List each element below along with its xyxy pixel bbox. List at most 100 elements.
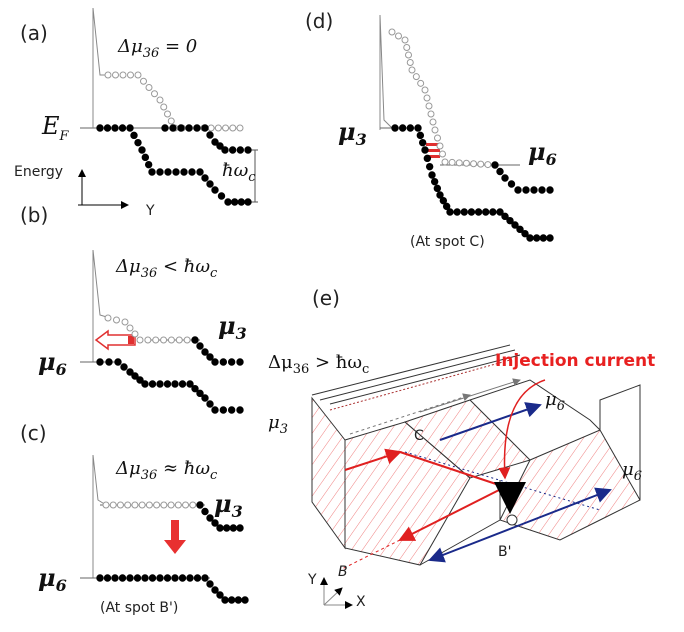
- filled-state: [181, 169, 187, 175]
- filled-state: [207, 132, 213, 138]
- mu3-label: μ3: [214, 489, 243, 521]
- gap-label: ħωc: [222, 160, 256, 185]
- empty-state: [165, 111, 171, 117]
- panel-label: (d): [305, 9, 333, 33]
- empty-state: [128, 72, 134, 78]
- filled-state: [228, 359, 234, 365]
- filled-state: [149, 169, 155, 175]
- panel-label: (e): [312, 286, 340, 310]
- condition: Δμ36 > ħωc: [268, 352, 369, 377]
- empty-state: [152, 91, 158, 97]
- empty-state: [146, 85, 152, 91]
- filled-state: [228, 407, 234, 413]
- empty-state: [120, 72, 126, 78]
- filled-state: [237, 525, 243, 531]
- empty-state: [137, 337, 143, 343]
- filled-state: [164, 575, 170, 581]
- empty-state: [471, 161, 477, 167]
- subscript: c: [248, 170, 256, 185]
- empty-state: [132, 331, 138, 337]
- surface: [312, 398, 345, 548]
- empty-state: [168, 502, 174, 508]
- filled-state: [237, 147, 243, 153]
- filled-state: [431, 178, 437, 184]
- filled-state: [540, 235, 546, 241]
- filled-state: [142, 381, 148, 387]
- panel-a: (a) Δμ36 = 0 EF ħωc Energy Y: [14, 8, 258, 219]
- figure: (a) Δμ36 = 0 EF ħωc Energy Y (b) Δμ36 < …: [0, 0, 684, 632]
- empty-state: [168, 337, 174, 343]
- mu6-label: μ6: [545, 389, 565, 414]
- empty-state: [127, 325, 133, 331]
- symbol: μ: [38, 347, 56, 376]
- empty-state: [175, 502, 181, 508]
- empty-state: [428, 111, 434, 117]
- empty-state: [435, 135, 441, 141]
- symbol: ħω: [222, 160, 249, 181]
- filled-state: [194, 575, 200, 581]
- filled-state: [212, 359, 218, 365]
- empty-state: [223, 125, 229, 131]
- filled-state: [531, 187, 537, 193]
- empty-state: [424, 95, 430, 101]
- filled-state: [157, 575, 163, 581]
- panel-label: (a): [20, 21, 48, 45]
- empty-state: [463, 160, 469, 166]
- symbol: E: [41, 112, 60, 140]
- subscript: 3: [232, 502, 243, 521]
- text: = 0: [159, 36, 197, 57]
- symbol: μ: [218, 311, 236, 340]
- filled-state: [245, 147, 251, 153]
- subscript: 3: [280, 422, 288, 437]
- filled-state: [142, 154, 148, 160]
- empty-state: [426, 103, 432, 109]
- filled-state: [119, 125, 125, 131]
- symbol: μ: [528, 137, 546, 166]
- empty-state: [141, 78, 147, 84]
- condition: Δμ36 ≈ ħωc: [115, 458, 218, 483]
- spot-c: C: [414, 428, 424, 444]
- mu3-label: μ3: [268, 412, 288, 437]
- axis-label: X: [356, 594, 366, 610]
- filled-state: [121, 364, 127, 370]
- filled-state: [164, 381, 170, 387]
- injection-label: Injection current: [495, 351, 655, 371]
- filled-state: [461, 209, 467, 215]
- filled-state: [165, 169, 171, 175]
- drop-arrow: [164, 520, 186, 554]
- filled-state: [237, 359, 243, 365]
- filled-state: [429, 172, 435, 178]
- caption: (At spot C): [410, 234, 485, 250]
- filled-state: [157, 169, 163, 175]
- subscript: 6: [634, 469, 642, 484]
- empty-state: [153, 337, 159, 343]
- subscript: 36: [143, 46, 160, 61]
- empty-state: [113, 72, 119, 78]
- filled-state: [119, 575, 125, 581]
- filled-state: [523, 187, 529, 193]
- filled-state: [178, 125, 184, 131]
- filled-state: [217, 525, 223, 531]
- empty-state: [176, 337, 182, 343]
- filled-state: [225, 199, 231, 205]
- empty-state: [406, 52, 412, 58]
- empty-state: [449, 159, 455, 165]
- empty-state: [208, 125, 214, 131]
- filled-state: [149, 381, 155, 387]
- filled-state: [106, 359, 112, 365]
- filled-state: [127, 125, 133, 131]
- filled-state: [192, 337, 198, 343]
- filled-state: [145, 161, 151, 167]
- subscript: 6: [557, 399, 565, 414]
- empty-state: [139, 502, 145, 508]
- subscript: 3: [356, 130, 367, 149]
- mu6-label: μ6: [528, 137, 557, 169]
- symbol: μ: [545, 389, 557, 410]
- filled-state: [207, 354, 213, 360]
- subscript: F: [59, 129, 70, 144]
- subscript: c: [210, 468, 218, 483]
- filled-state: [228, 597, 234, 603]
- filled-state: [189, 169, 195, 175]
- filled-state: [202, 349, 208, 355]
- filled-state: [194, 125, 200, 131]
